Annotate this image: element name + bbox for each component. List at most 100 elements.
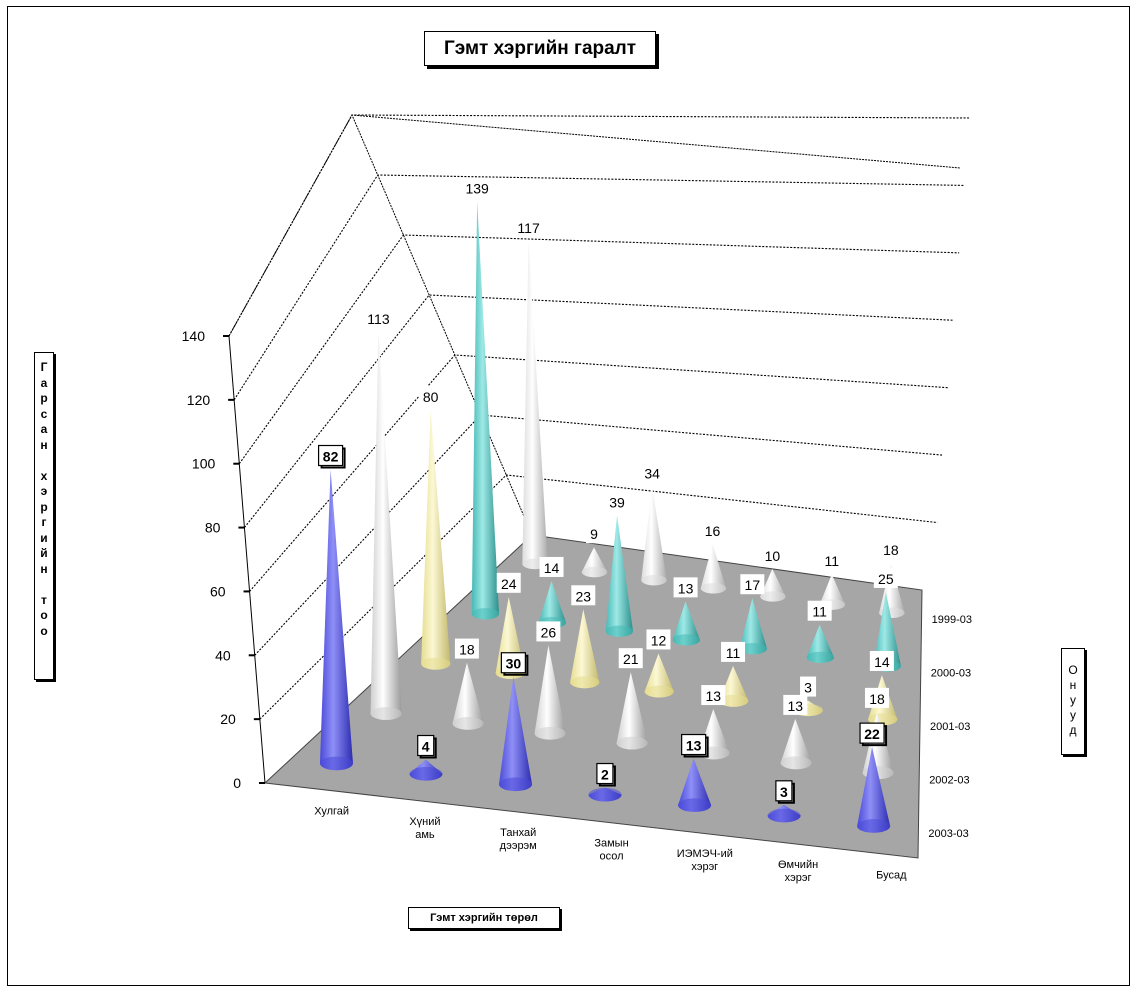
data-label: 18 bbox=[869, 691, 885, 707]
y-axis-ticks: 0 20 40 60 80 100 120 140 bbox=[182, 328, 265, 791]
data-label: 18 bbox=[883, 542, 899, 558]
chart-title: Гэмт хэргийн гаралт bbox=[424, 31, 656, 66]
axis-label-char: а bbox=[40, 422, 48, 436]
cone-marks bbox=[319, 201, 905, 833]
cone-base bbox=[641, 574, 667, 586]
axis-label-char: а bbox=[40, 375, 48, 390]
data-label-box bbox=[740, 574, 765, 595]
data-label: 39 bbox=[609, 495, 625, 511]
data-label-shadow bbox=[683, 736, 709, 758]
cone-base bbox=[319, 756, 353, 771]
data-label: 117 bbox=[517, 220, 540, 236]
axis-label-char: О bbox=[1068, 663, 1078, 677]
data-label-box bbox=[783, 694, 808, 715]
data-label-box bbox=[859, 722, 885, 744]
data-label-box bbox=[700, 520, 725, 541]
x-axis-label: Гэмт хэргийн төрөл bbox=[408, 907, 560, 929]
data-label-box bbox=[500, 652, 526, 674]
y-tick-label: 20 bbox=[220, 711, 236, 727]
data-label-box bbox=[869, 650, 894, 671]
cone-base bbox=[767, 808, 801, 823]
y-tick-label: 80 bbox=[205, 520, 221, 536]
cone-mark bbox=[739, 598, 768, 655]
data-label-shadow bbox=[777, 782, 795, 804]
cone-base bbox=[370, 707, 402, 720]
data-label-box bbox=[418, 385, 443, 406]
data-label-box bbox=[807, 600, 832, 621]
data-label: 17 bbox=[745, 577, 761, 593]
cone-mark bbox=[672, 601, 701, 646]
chart-frame bbox=[7, 6, 1130, 986]
data-label: 82 bbox=[323, 449, 339, 465]
x-tick-label: Замын осол bbox=[594, 838, 628, 863]
gridline bbox=[249, 354, 949, 592]
data-label: 2 bbox=[601, 767, 609, 783]
cone-base bbox=[409, 767, 443, 781]
cone-mark bbox=[678, 758, 712, 812]
data-label-box bbox=[878, 539, 903, 560]
data-label: 10 bbox=[765, 548, 781, 564]
axis-label-char: Г bbox=[40, 360, 48, 374]
cone-mark bbox=[421, 409, 451, 670]
data-label-box bbox=[586, 523, 603, 544]
gridline bbox=[233, 174, 965, 401]
cone-base bbox=[581, 566, 608, 578]
y-tick-label: 100 bbox=[192, 456, 216, 472]
data-label-shadow bbox=[419, 737, 437, 759]
data-label-box bbox=[362, 307, 395, 328]
chart-canvas: 0 20 40 60 80 100 120 140 Хулгай Хүний амь Танхай д… bbox=[182, 114, 972, 884]
x-tick-label: ИЭМЭЧ-ий хэрэг bbox=[677, 848, 733, 873]
data-label-box bbox=[873, 567, 898, 588]
data-label-box bbox=[496, 572, 521, 593]
axis-label-char: н bbox=[40, 437, 48, 452]
cone-mark bbox=[452, 662, 484, 730]
y-tick-label: 60 bbox=[210, 583, 226, 599]
cone-mark bbox=[605, 515, 634, 637]
data-label: 14 bbox=[874, 654, 890, 670]
cone-mark bbox=[319, 469, 353, 771]
cone-base bbox=[471, 608, 500, 620]
gridline bbox=[243, 294, 954, 528]
data-label-box bbox=[317, 444, 344, 467]
cone-base bbox=[857, 819, 891, 833]
data-label-box bbox=[800, 676, 817, 697]
cone-base bbox=[570, 676, 600, 689]
data-label-box bbox=[512, 217, 545, 238]
data-label: 21 bbox=[623, 651, 639, 667]
cone-mark bbox=[471, 201, 500, 620]
data-label-box bbox=[539, 556, 564, 577]
data-label: 12 bbox=[651, 632, 667, 648]
cone-base bbox=[452, 716, 484, 730]
axis-label-char: у bbox=[1070, 708, 1076, 722]
cone-base bbox=[700, 583, 727, 594]
data-label-box bbox=[721, 641, 746, 662]
data-label-box bbox=[454, 638, 479, 659]
cone-mark bbox=[538, 580, 567, 629]
data-label: 11 bbox=[726, 645, 741, 661]
axis-label-char: д bbox=[1069, 723, 1077, 737]
z-tick-label: 2001-03 bbox=[930, 721, 970, 733]
axis-label-char: о bbox=[40, 623, 48, 638]
data-label-box bbox=[775, 780, 793, 802]
x-tick-label: Танхай дээрэм bbox=[500, 827, 537, 852]
data-label: 34 bbox=[644, 465, 660, 481]
data-label: 4 bbox=[422, 739, 430, 755]
data-label: 26 bbox=[541, 624, 557, 640]
data-label-box bbox=[673, 577, 698, 598]
gridline bbox=[228, 114, 971, 337]
cone-mark bbox=[522, 241, 548, 570]
data-label: 22 bbox=[864, 726, 880, 742]
cone-mark bbox=[370, 331, 402, 720]
data-label-box bbox=[536, 621, 561, 642]
z-tick-label: 2003-03 bbox=[928, 828, 968, 840]
axis-label-char: н bbox=[40, 561, 48, 576]
cone-base bbox=[719, 694, 749, 707]
z-axis-years: 2003-03 2002-03 2001-03 2000-03 1999-03 bbox=[928, 614, 972, 840]
data-label-shadow bbox=[598, 765, 616, 787]
data-label-box bbox=[640, 462, 665, 483]
x-tick-label: Хулгай bbox=[314, 805, 349, 817]
data-label: 13 bbox=[686, 738, 702, 754]
data-label-box bbox=[571, 585, 596, 606]
